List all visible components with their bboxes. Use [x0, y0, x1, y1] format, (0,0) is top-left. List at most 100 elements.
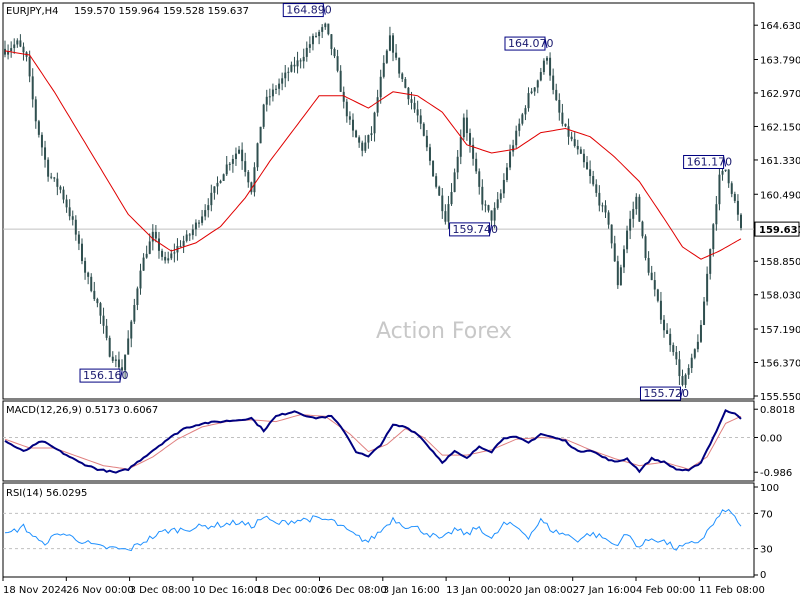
price-tick-label: 162.970 [760, 89, 800, 100]
candle-body [204, 210, 207, 217]
candle-body [632, 209, 635, 219]
candle-body [607, 212, 610, 225]
annotation-box [504, 36, 546, 51]
candle-body [555, 89, 558, 100]
candle-body [16, 40, 19, 45]
annotation-box [449, 222, 491, 237]
macd-tick-label: -0.986 [760, 468, 792, 479]
candle-body [684, 374, 687, 385]
candle-body [576, 145, 579, 150]
candle-body [724, 169, 727, 171]
candle-body [419, 115, 422, 124]
candle-body [435, 176, 438, 187]
candle-body [740, 214, 742, 228]
candle-body [130, 321, 133, 339]
candle-body [696, 341, 699, 350]
candle-body [315, 35, 318, 37]
candle-body [472, 144, 475, 159]
candle-body [84, 261, 87, 273]
candle-body [715, 204, 718, 225]
candle-body [404, 79, 407, 88]
candle-body [385, 50, 388, 63]
candle-body [622, 249, 625, 268]
candle-body [19, 40, 22, 47]
price-annotations: 164.890 156.160 164.070 159.740 161.170 155.7… [79, 3, 732, 401]
annotation-box [79, 368, 121, 383]
candle-body [592, 176, 595, 185]
candle-body [284, 72, 287, 79]
candle-body [124, 354, 127, 371]
candle-body [71, 216, 74, 220]
candle-body [598, 192, 601, 206]
candle-body [410, 99, 413, 103]
candle-body [659, 300, 662, 320]
candle-body [469, 133, 472, 145]
candle-body [299, 60, 302, 62]
candle-body [336, 56, 339, 71]
candle-body [515, 130, 518, 146]
candle-body [296, 60, 299, 67]
price-tick-label: 161.330 [760, 156, 800, 167]
price-tick-label: 162.150 [760, 122, 800, 133]
candle-body [50, 176, 53, 178]
candle-body [647, 257, 650, 273]
candle-body [308, 44, 311, 48]
candle-body [28, 56, 31, 77]
candle-body [367, 135, 370, 143]
candle-body [219, 180, 222, 183]
candle-body [234, 153, 237, 159]
macd-series [3, 409, 754, 474]
candle-body [333, 48, 336, 57]
candle-body [213, 186, 216, 193]
candle-body [241, 149, 244, 162]
candle-body [311, 35, 314, 45]
candle-body [22, 46, 25, 53]
rsi-axis-ticks: 100 70 30 0 [754, 483, 779, 581]
candle-body [44, 147, 47, 160]
candle-body [539, 72, 542, 81]
candle-body [108, 337, 111, 357]
candle-body [484, 204, 487, 206]
candle-body [712, 224, 715, 250]
candle-body [40, 134, 43, 148]
macd-panel-frame [2, 400, 755, 482]
candle-body [164, 256, 167, 261]
candle-body [703, 301, 706, 325]
candle-body [521, 114, 524, 124]
candle-body [348, 116, 351, 120]
candle-body [610, 224, 613, 244]
swing-low-label: 155.720 [643, 387, 689, 400]
candle-body [493, 207, 496, 221]
candle-body [678, 359, 681, 377]
candle-body [228, 163, 231, 165]
candle-body [635, 196, 638, 210]
candle-body [37, 121, 40, 135]
candlestick-series [4, 22, 742, 389]
candle-body [87, 272, 90, 277]
candle-body [542, 60, 545, 73]
candle-body [56, 178, 59, 187]
candle-body [382, 62, 385, 77]
rsi-label: RSI(14) 56.0295 [6, 488, 87, 499]
candle-body [582, 153, 585, 163]
candle-body [401, 73, 404, 80]
candle-body [4, 48, 6, 55]
candle-body [373, 112, 376, 134]
time-tick-label: 18 Nov 2024 [3, 585, 67, 596]
candle-body [536, 80, 539, 88]
macd-tick-label: 0.8018 [760, 405, 795, 416]
candle-body [161, 250, 164, 257]
candle-body [481, 186, 484, 205]
candle-body [730, 183, 733, 194]
candle-body [669, 333, 672, 346]
price-tick-label: 164.630 [760, 21, 800, 32]
time-tick-label: 3 Jan 16:00 [383, 585, 440, 596]
rsi-tick-label: 0 [760, 570, 766, 581]
candle-body [185, 234, 188, 241]
candle-body [589, 169, 592, 177]
candle-body [339, 70, 342, 92]
candle-body [355, 130, 358, 138]
candle-body [151, 231, 154, 242]
candle-body [77, 234, 80, 244]
